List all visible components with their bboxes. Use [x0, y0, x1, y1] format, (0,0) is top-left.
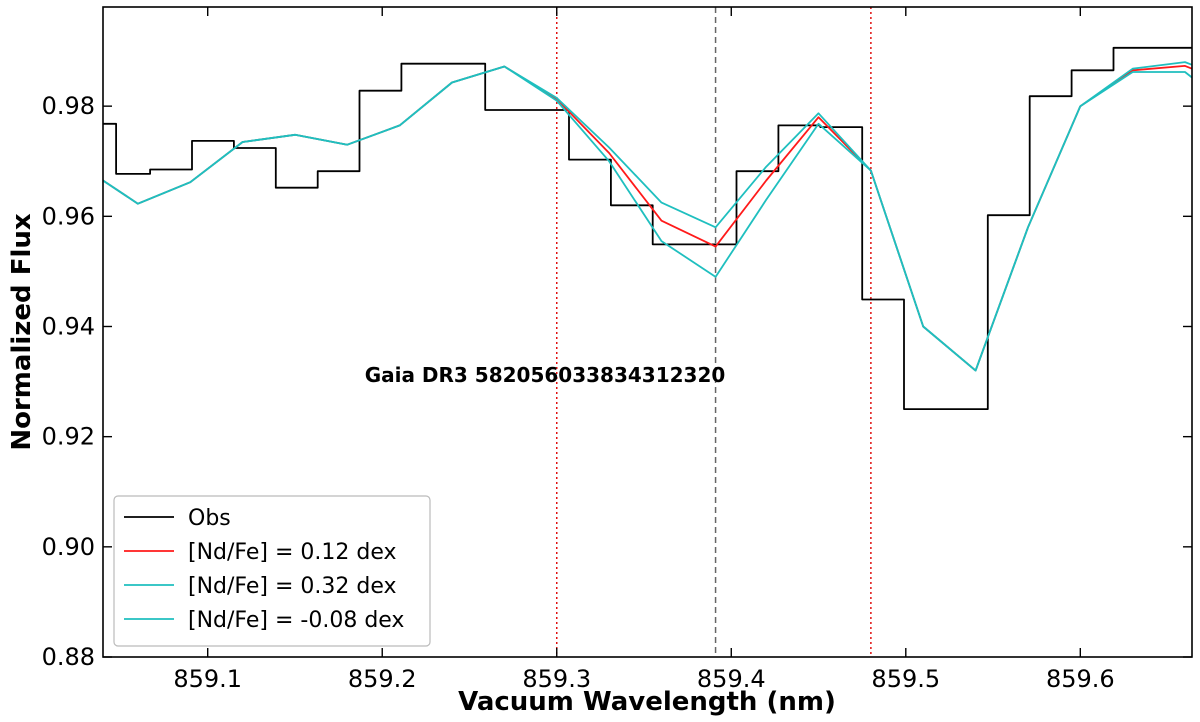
y-tick-label: 0.98 [42, 92, 95, 120]
y-tick-label: 0.90 [42, 533, 95, 561]
axis-ticks: 859.1 859.2 859.3 859.4 859.5 859.6 0.88 0.90 0.… [42, 7, 1192, 693]
series-line-0 [103, 46, 1192, 410]
x-tick-label: 859.3 [522, 665, 591, 693]
legend-label-1: [Nd/Fe] = 0.12 dex [188, 540, 397, 565]
y-tick-label: 0.96 [42, 202, 95, 230]
y-tick-label: 0.94 [42, 312, 95, 340]
x-tick-label: 859.6 [1046, 665, 1115, 693]
legend-label-0: Obs [188, 506, 231, 531]
plot-frame [102, 6, 1193, 658]
star-id-annotation: Gaia DR3 5820560338343123​20 [365, 363, 726, 387]
x-tick-label: 859.4 [697, 665, 766, 693]
series-line-3 [102, 61, 1193, 372]
y-tick-label: 0.88 [42, 643, 95, 671]
legend: Obs [Nd/Fe] = 0.12 dex [Nd/Fe] = 0.32 dex [… [113, 495, 431, 647]
x-tick-label: 859.2 [348, 665, 417, 693]
legend-items: Obs [Nd/Fe] = 0.12 dex [Nd/Fe] = 0.32 dex [… [124, 506, 404, 633]
reference-lines [556, 7, 872, 657]
x-tick-label: 859.1 [173, 665, 242, 693]
legend-box [113, 495, 431, 647]
legend-label-3: [Nd/Fe] = -0.08 dex [188, 608, 404, 633]
legend-label-2: [Nd/Fe] = 0.32 dex [188, 574, 397, 599]
x-tick-label: 859.5 [871, 665, 940, 693]
y-axis-title: Normalized Flux [7, 213, 37, 451]
y-tick-label: 0.92 [42, 423, 95, 451]
x-axis-title: Vacuum Wavelength (nm) [458, 687, 836, 717]
series-lines [102, 46, 1193, 410]
